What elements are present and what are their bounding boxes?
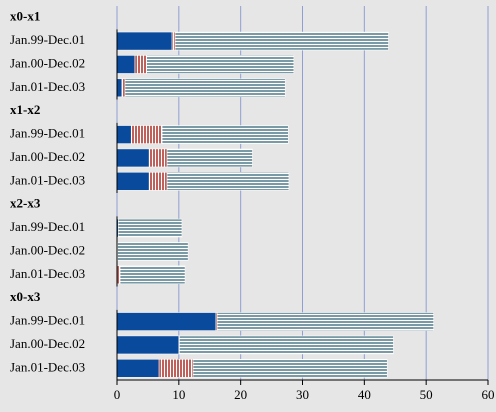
group-label: x1-x2 (10, 102, 40, 117)
x-tick-label: 0 (114, 387, 121, 402)
y-tick-label: Jan.99-Dec.01 (10, 126, 85, 141)
bar-segment (116, 172, 150, 191)
y-tick-label: Jan.01-Dec.03 (10, 266, 85, 281)
x-tick-label: 30 (296, 387, 309, 402)
bar-segment (166, 172, 290, 191)
bar-segment (116, 335, 180, 355)
bar-segment (216, 312, 434, 331)
bar-segment (166, 148, 253, 168)
group-label: x2-x3 (10, 196, 41, 211)
bar-segment (116, 148, 150, 168)
bar-segment (174, 31, 389, 51)
x-tick-label: 10 (172, 387, 185, 402)
bar-segment (116, 31, 173, 51)
bar-segment (119, 265, 186, 285)
bar-segment (158, 359, 194, 378)
y-tick-label: Jan.01-Dec.03 (10, 359, 85, 374)
bar-segment (116, 359, 160, 378)
bar-segment (117, 218, 183, 238)
y-tick-label: Jan.01-Dec.03 (10, 172, 85, 187)
y-tick-label: Jan.00-Dec.02 (10, 336, 85, 351)
y-tick-label: Jan.99-Dec.01 (10, 313, 85, 328)
y-tick-label: Jan.99-Dec.01 (10, 219, 85, 234)
bar-segment (116, 55, 136, 74)
bar-segment (116, 312, 217, 331)
y-tick-label: Jan.00-Dec.02 (10, 242, 85, 257)
bar-segment (121, 78, 126, 98)
x-tick-label: 50 (420, 387, 433, 402)
y-tick-label: Jan.99-Dec.01 (10, 32, 85, 47)
bar-segment (116, 125, 132, 144)
bar-segment (130, 125, 163, 144)
bar-segment (148, 172, 168, 191)
y-tick-label: Jan.00-Dec.02 (10, 149, 85, 164)
bar-segment (117, 242, 189, 261)
bar-segment (161, 125, 289, 144)
y-tick-label: Jan.01-Dec.03 (10, 79, 85, 94)
bar-segment (148, 148, 168, 168)
x-tick-label: 60 (482, 387, 495, 402)
group-label: x0-x1 (10, 9, 40, 24)
bar-segment (192, 359, 388, 378)
group-label: x0-x3 (10, 289, 41, 304)
y-tick-label: Jan.00-Dec.02 (10, 55, 85, 70)
x-tick-label: 20 (234, 387, 247, 402)
x-tick-label: 40 (358, 387, 371, 402)
bar-segment (124, 78, 286, 98)
bar-segment (146, 55, 295, 74)
bar-segment (171, 31, 176, 51)
bar-segment (116, 78, 123, 98)
bar-segment (134, 55, 147, 74)
bar-segment (179, 335, 394, 355)
